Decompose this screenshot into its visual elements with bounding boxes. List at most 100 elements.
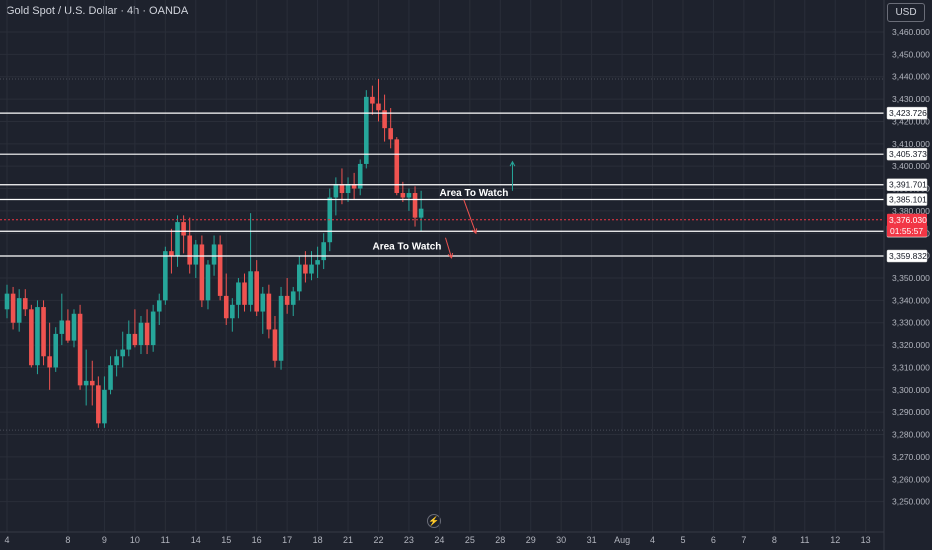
candle-body (108, 365, 113, 390)
chart-title: Gold Spot / U.S. Dollar · 4h · OANDA (6, 5, 189, 17)
x-tick-label: 16 (252, 535, 262, 545)
candle-body (248, 271, 253, 305)
y-tick-label: 3,430.000 (892, 94, 930, 104)
candle-body (163, 251, 168, 301)
candle-body (339, 184, 345, 194)
candle-body (364, 96, 369, 164)
candle-body (59, 320, 65, 334)
x-tick-label: 31 (587, 535, 597, 545)
candle-body (205, 264, 211, 301)
countdown-label: 01:55:57 (890, 226, 923, 236)
candle-body (333, 184, 339, 198)
x-tick-label: 6 (711, 535, 716, 545)
candle-body (83, 380, 89, 386)
candle-body (156, 300, 162, 312)
currency-button[interactable]: USD (887, 3, 925, 22)
candle-body (223, 295, 229, 319)
candle-body (278, 295, 284, 361)
candle-body (193, 244, 199, 265)
candle-body (254, 271, 259, 312)
candle-body (272, 329, 278, 361)
candle-body (309, 264, 314, 274)
candle-body (114, 356, 119, 366)
x-tick-label: 17 (282, 535, 292, 545)
y-tick-label: 3,320.000 (892, 340, 930, 350)
candle-body (102, 389, 107, 424)
x-tick-label: 29 (526, 535, 536, 545)
level-label: 3,359.832 (889, 251, 927, 261)
candle-body (242, 282, 247, 305)
candle-body (260, 293, 266, 312)
level-label-box (886, 147, 928, 161)
y-tick-label: 3,410.000 (892, 139, 930, 149)
x-tick-label: 25 (465, 535, 475, 545)
candle-body (29, 309, 34, 366)
current-price-label-box (887, 213, 927, 237)
x-tick-label: 15 (221, 535, 231, 545)
candle-body (71, 313, 77, 341)
y-tick-label: 3,460.000 (892, 27, 930, 37)
candle-body (22, 298, 28, 310)
x-tick-label: 23 (404, 535, 414, 545)
candle-body (150, 311, 156, 346)
level-label: 3,385.101 (889, 195, 927, 205)
candle-body (230, 304, 235, 319)
x-tick-label: 10 (130, 535, 140, 545)
y-tick-label: 3,310.000 (892, 362, 930, 372)
y-tick-label: 3,270.000 (892, 452, 930, 462)
candle-body (297, 264, 302, 292)
x-tick-label: 9 (102, 535, 107, 545)
candle-body (211, 244, 217, 265)
candle-body (290, 291, 296, 305)
candle-body (418, 208, 424, 218)
arrow-line (463, 199, 477, 234)
x-tick-label: 11 (161, 535, 170, 545)
y-tick-label: 3,280.000 (892, 430, 930, 440)
x-tick-label: 4 (650, 535, 655, 545)
x-tick-label: 18 (313, 535, 323, 545)
y-tick-label: 3,380.000 (892, 206, 930, 216)
y-tick-label: 3,330.000 (892, 318, 930, 328)
candle-body (236, 282, 241, 305)
y-tick-label: 3,420.000 (892, 116, 930, 126)
level-label-box (886, 249, 928, 263)
candle-body (321, 242, 326, 261)
candle-body (138, 322, 144, 346)
candle-body (370, 96, 375, 104)
x-tick-label: 22 (373, 535, 383, 545)
candle-body (53, 333, 59, 368)
y-tick-label: 3,440.000 (892, 72, 930, 82)
candle-body (144, 322, 150, 346)
candle-body (126, 333, 132, 350)
candle-body (169, 251, 174, 256)
level-label: 3,423.726 (889, 108, 927, 118)
candle-body (65, 320, 71, 341)
candle-body (199, 244, 205, 301)
candle-body (351, 184, 357, 189)
candle-body (217, 244, 223, 296)
candle-body (4, 293, 10, 310)
candle-body (345, 184, 351, 194)
y-tick-label: 3,300.000 (892, 385, 930, 395)
y-tick-label: 3,450.000 (892, 49, 930, 59)
arrow-head (471, 228, 478, 235)
candle-body (388, 128, 393, 140)
candle-body (315, 260, 320, 265)
x-tick-label: 28 (495, 535, 505, 545)
annotation-label: Area To Watch (372, 242, 441, 253)
x-tick-label: Aug (614, 535, 630, 545)
candle-body (303, 264, 308, 274)
candle-body (284, 295, 290, 305)
y-tick-label: 3,350.000 (892, 273, 930, 283)
candle-body (175, 222, 180, 256)
level-label-box (886, 106, 928, 120)
x-tick-label: 5 (680, 535, 685, 545)
candle-body (47, 356, 52, 368)
level-label: 3,405.373 (889, 149, 927, 159)
current-price-label: 3,376.030 (889, 215, 927, 225)
y-tick-label: 3,400.000 (892, 161, 930, 171)
lightning-icon[interactable]: ⚡ (427, 514, 441, 528)
candle-body (187, 235, 192, 265)
y-tick-label: 3,340.000 (892, 295, 930, 305)
